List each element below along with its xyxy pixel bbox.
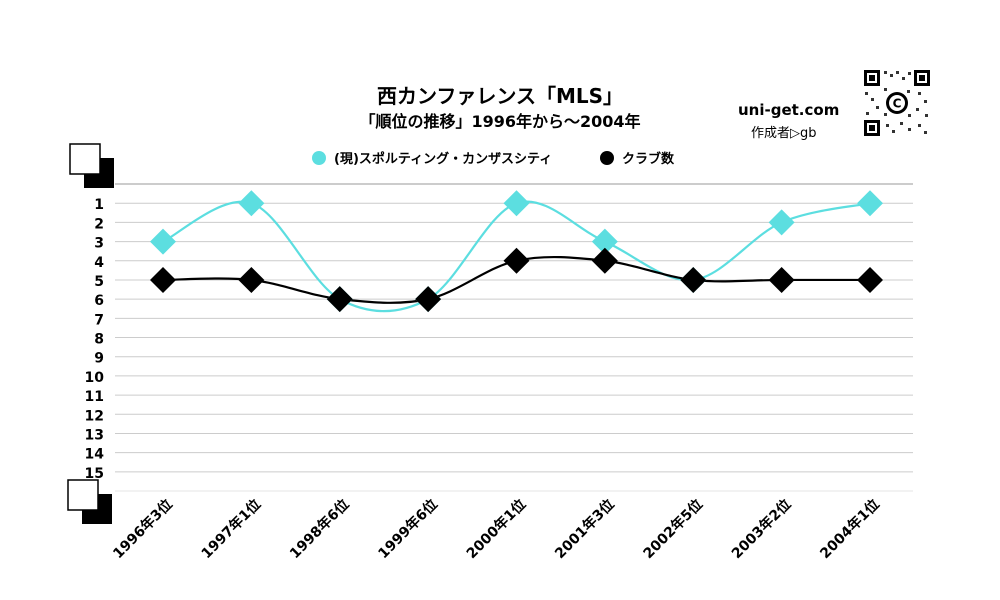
point-series-a bbox=[857, 190, 883, 217]
legend-label-series-a: (現)スポルティング・カンザスシティ bbox=[334, 152, 553, 167]
point-series-b bbox=[768, 266, 795, 293]
legend-label-series-b: クラブ数 bbox=[622, 152, 675, 167]
y-tick-label: 15 bbox=[85, 466, 104, 482]
y-tick-label: 9 bbox=[94, 351, 104, 367]
y-tick-label: 14 bbox=[85, 447, 105, 463]
y-tick-label: 3 bbox=[94, 236, 104, 252]
y-tick-label: 7 bbox=[94, 312, 104, 328]
x-tick-label: 2004年1位 bbox=[817, 496, 883, 562]
point-series-b bbox=[238, 266, 265, 293]
point-series-b bbox=[680, 266, 707, 293]
point-series-b bbox=[415, 286, 442, 313]
y-tick-label: 10 bbox=[85, 370, 105, 386]
axis-box-top-icon bbox=[69, 143, 114, 188]
point-series-b bbox=[326, 286, 353, 313]
x-tick-label: 1996年3位 bbox=[110, 496, 176, 562]
y-tick-label: 2 bbox=[94, 216, 104, 232]
point-series-a bbox=[238, 190, 265, 217]
chart-title: 西カンファレンス「MLS」 bbox=[376, 84, 624, 108]
y-tick-label: 4 bbox=[94, 255, 104, 271]
x-tick-label: 2002年5位 bbox=[640, 496, 706, 562]
y-tick-label: 5 bbox=[94, 274, 104, 290]
x-tick-label: 2001年3位 bbox=[551, 496, 617, 562]
x-tick-label: 2003年2位 bbox=[728, 496, 794, 562]
point-series-a bbox=[503, 190, 530, 217]
x-tick-label: 1999年6位 bbox=[375, 496, 441, 562]
point-series-a bbox=[768, 209, 795, 236]
qr-code-icon: C bbox=[862, 68, 932, 138]
x-tick-label: 1997年1位 bbox=[198, 496, 264, 562]
point-series-b bbox=[503, 247, 530, 274]
point-series-a bbox=[150, 228, 176, 255]
point-series-b bbox=[150, 266, 176, 293]
legend-marker-series-a bbox=[312, 150, 326, 165]
chart-subtitle: 「順位の推移」1996年から～2004年 bbox=[359, 112, 641, 131]
svg-text:C: C bbox=[893, 97, 902, 111]
x-tick-label: 2000年1位 bbox=[463, 496, 529, 562]
y-tick-label: 11 bbox=[85, 389, 104, 405]
y-tick-label: 6 bbox=[94, 293, 104, 309]
y-tick-label: 1 bbox=[94, 197, 104, 213]
y-tick-label: 8 bbox=[94, 332, 104, 348]
site-name: uni-get.com bbox=[738, 101, 840, 119]
legend-item-series-a: (現)スポルティング・カンザスシティ bbox=[312, 148, 552, 167]
point-series-a bbox=[591, 228, 618, 255]
author-label: 作成者▷gb bbox=[751, 126, 817, 141]
legend-marker-series-b bbox=[600, 150, 614, 165]
point-series-b bbox=[591, 247, 618, 274]
y-tick-label: 12 bbox=[85, 408, 104, 424]
point-series-b bbox=[857, 266, 883, 293]
y-tick-label: 13 bbox=[85, 427, 104, 443]
axis-box-bottom-icon bbox=[67, 479, 112, 524]
x-tick-label: 1998年6位 bbox=[286, 496, 352, 562]
legend-item-series-b: クラブ数 bbox=[600, 148, 674, 167]
